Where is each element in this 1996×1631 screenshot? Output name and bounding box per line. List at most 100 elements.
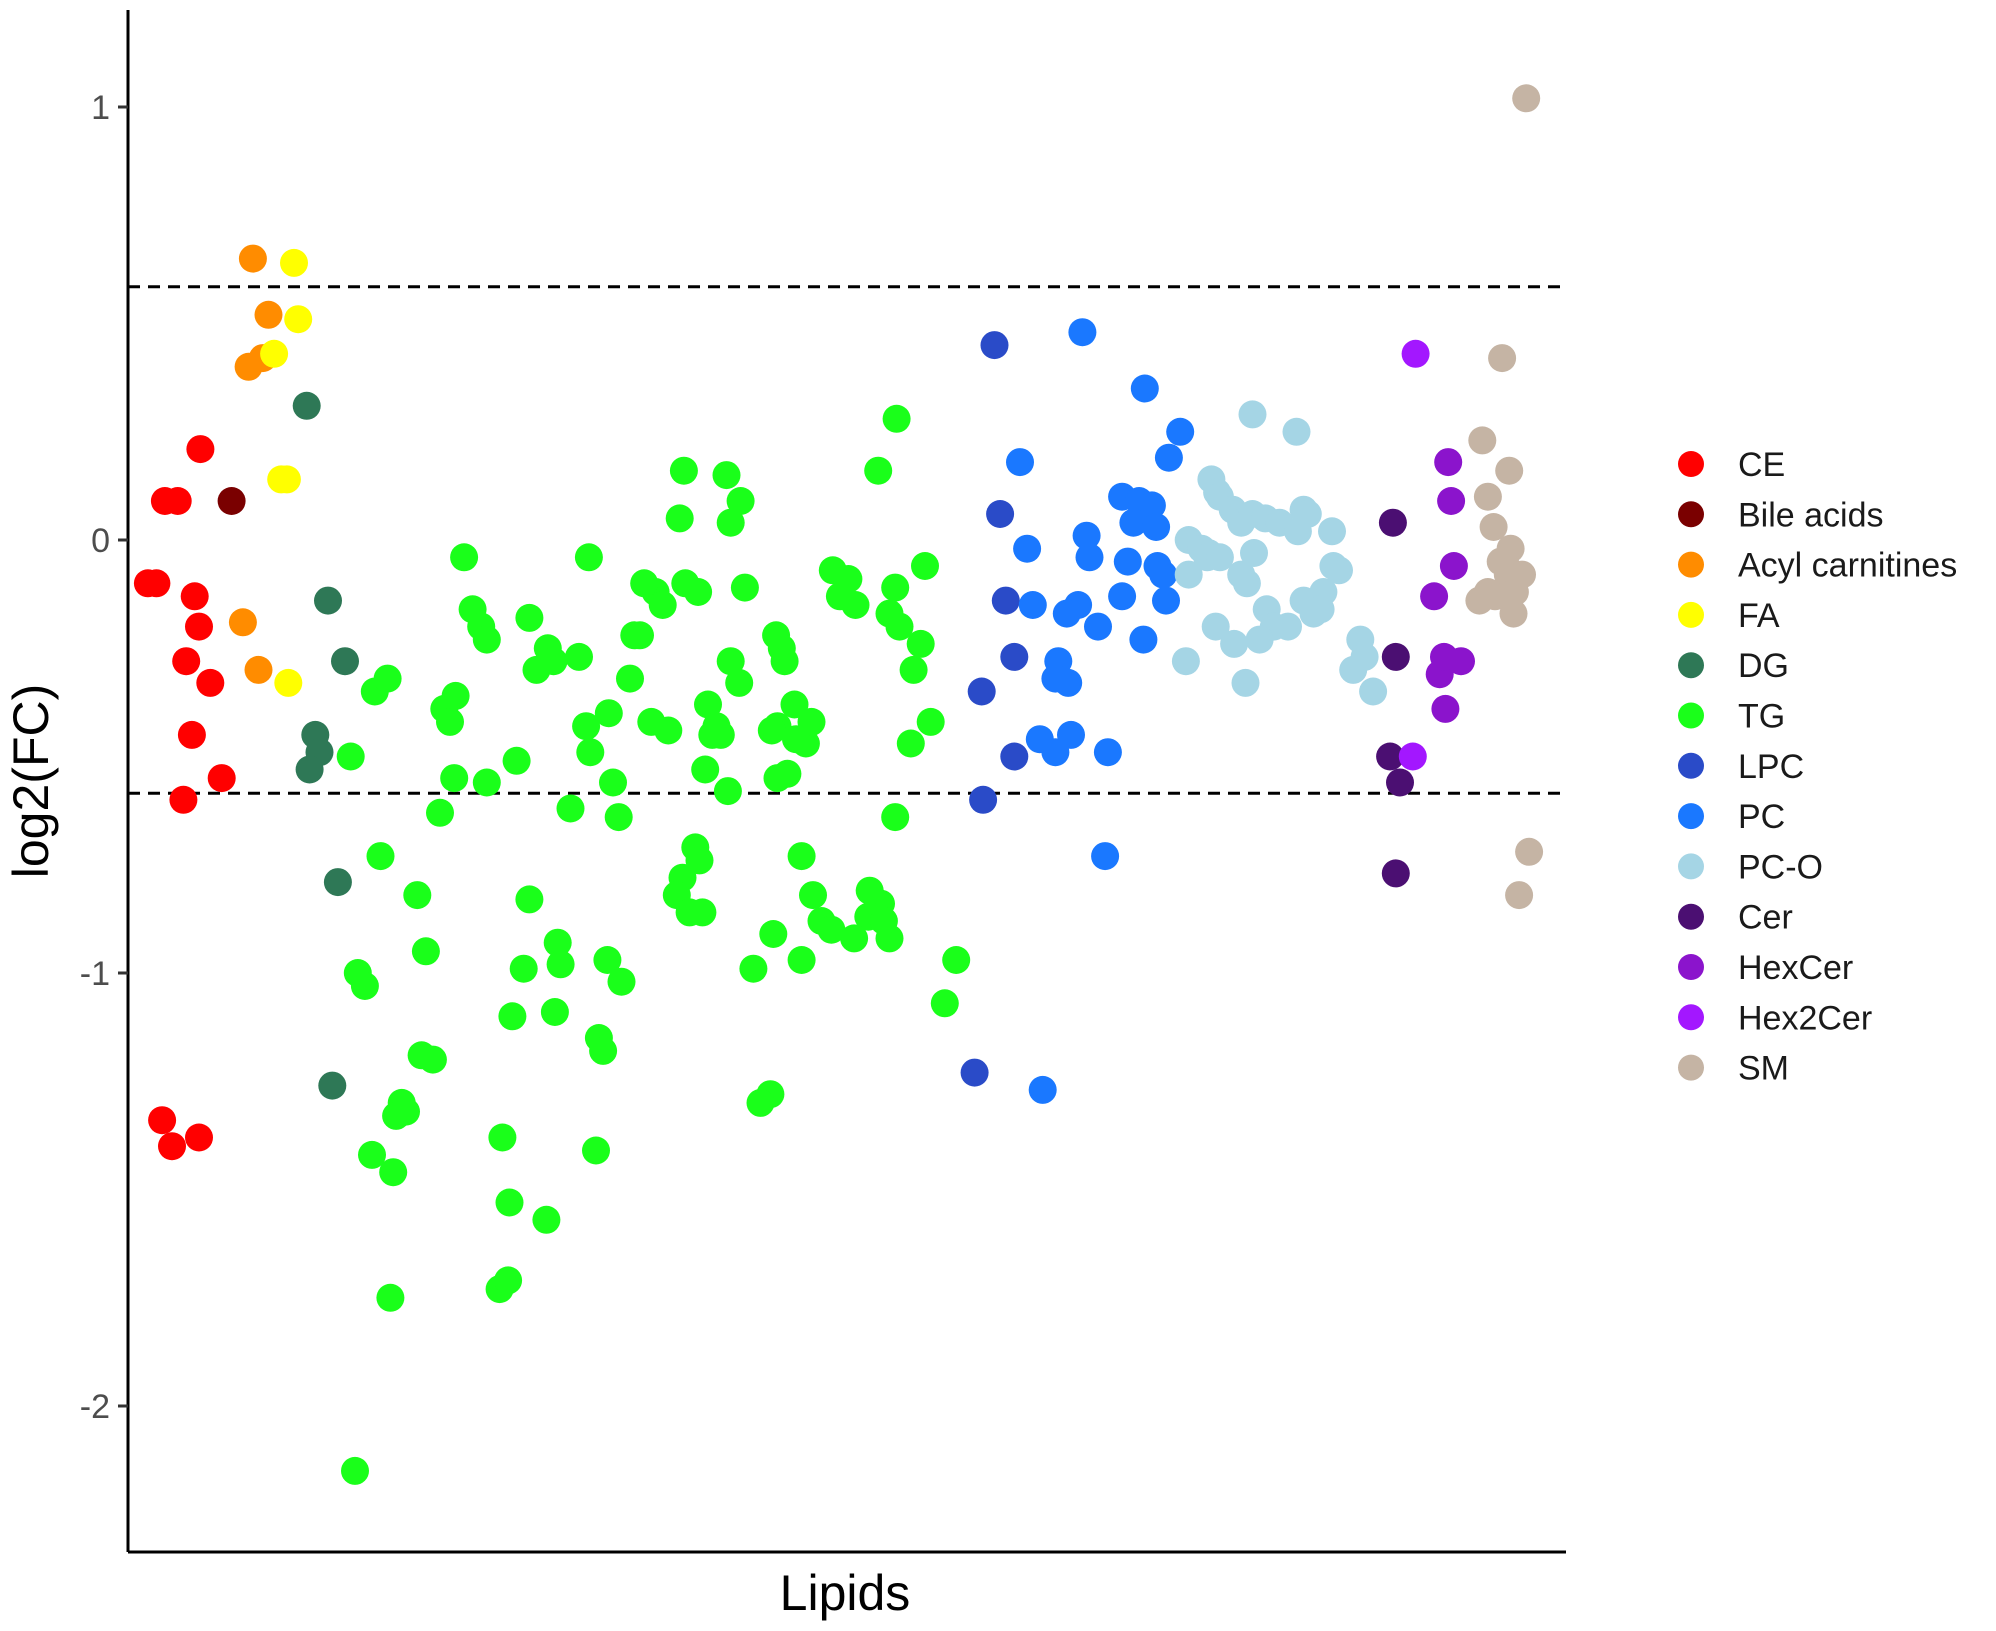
- point-tg: [539, 647, 568, 676]
- point-ce: [196, 668, 225, 697]
- point-tg: [834, 565, 863, 593]
- point-hexcer: [1437, 487, 1466, 515]
- point-sm: [1505, 881, 1534, 910]
- legend-label-acyl-carnitines: Acyl carnitines: [1738, 547, 1957, 585]
- point-pc-o: [1201, 612, 1230, 641]
- point-tg: [450, 543, 479, 572]
- point-tg: [713, 777, 742, 806]
- point-ce: [207, 764, 236, 793]
- point-fa: [274, 668, 303, 697]
- legend-label-pc: PC: [1738, 798, 1785, 836]
- legend-marker-lpc: [1678, 752, 1704, 779]
- point-tg: [392, 1097, 420, 1126]
- point-tg: [725, 668, 754, 697]
- point-pc-o: [1240, 539, 1268, 567]
- legend-label-ce: CE: [1738, 446, 1785, 484]
- point-tg: [358, 1140, 386, 1169]
- point-tg: [787, 946, 816, 974]
- point-pc-o: [1283, 517, 1312, 546]
- x-axis-title: Lipids: [780, 1565, 911, 1621]
- point-tg: [582, 1136, 610, 1165]
- point-pc-o: [1205, 543, 1234, 572]
- point-tg: [341, 1456, 369, 1485]
- point-tg: [864, 456, 893, 485]
- point-acyl-carnitines: [228, 608, 257, 637]
- point-tg: [502, 746, 531, 775]
- point-ce: [169, 785, 198, 814]
- point-tg: [782, 725, 810, 754]
- point-pc: [1166, 417, 1195, 446]
- point-tg: [817, 915, 846, 944]
- point-cer: [1381, 642, 1410, 671]
- legend-marker-ce: [1678, 451, 1704, 477]
- point-tg: [899, 655, 928, 684]
- point-pc: [1091, 842, 1120, 871]
- point-tg: [441, 681, 470, 710]
- point-tg: [532, 1205, 561, 1234]
- point-tg: [607, 967, 636, 996]
- point-ce: [185, 612, 213, 641]
- point-pc-o: [1171, 647, 1200, 676]
- point-tg: [418, 1045, 447, 1074]
- legend-label-dg: DG: [1738, 647, 1789, 685]
- point-tg: [688, 898, 717, 927]
- point-pc: [1028, 1075, 1057, 1104]
- point-tg: [648, 591, 677, 619]
- point-tg: [495, 1188, 524, 1217]
- point-ce: [180, 582, 209, 611]
- point-tg: [630, 569, 659, 598]
- point-tg: [780, 690, 809, 719]
- point-acyl-carnitines: [238, 244, 267, 273]
- legend-marker-fa: [1678, 601, 1704, 628]
- point-ce: [158, 1132, 186, 1161]
- point-tg: [426, 798, 454, 827]
- point-pc: [1137, 491, 1166, 520]
- point-pc-o: [1274, 612, 1302, 641]
- point-tg: [594, 699, 623, 728]
- point-sm: [1465, 586, 1494, 615]
- point-tg: [759, 920, 788, 948]
- point-tg: [787, 842, 816, 871]
- point-tg: [706, 720, 735, 749]
- point-tg: [665, 504, 694, 533]
- point-tg: [494, 1266, 523, 1295]
- point-tg: [930, 989, 959, 1018]
- legend-label-hex2cer: Hex2Cer: [1738, 999, 1872, 1037]
- legend-marker-acyl-carnitines: [1678, 551, 1704, 578]
- point-dg: [323, 868, 352, 897]
- point-dg: [292, 391, 321, 420]
- point-ce: [142, 569, 171, 598]
- legend-marker-hex2cer: [1678, 1004, 1704, 1031]
- point-tg: [841, 591, 870, 619]
- point-cer: [1378, 508, 1407, 537]
- point-tg: [896, 729, 925, 758]
- point-hexcer: [1431, 694, 1460, 723]
- point-pc-o: [1325, 556, 1353, 585]
- point-pc-o: [1232, 569, 1261, 598]
- legend-label-lpc: LPC: [1738, 748, 1804, 786]
- point-tg: [712, 461, 741, 490]
- point-hex2cer: [1398, 742, 1427, 771]
- point-tg: [379, 1158, 408, 1187]
- point-tg: [840, 924, 869, 953]
- point-tg: [770, 647, 799, 676]
- point-tg: [572, 712, 601, 741]
- point-sm: [1515, 837, 1544, 866]
- point-tg: [882, 404, 911, 433]
- point-sm: [1468, 426, 1497, 455]
- point-tg: [472, 768, 501, 797]
- point-tg: [403, 881, 432, 910]
- point-tg: [488, 1123, 517, 1152]
- point-tg: [716, 508, 745, 537]
- point-sm: [1499, 599, 1528, 628]
- point-sm: [1488, 344, 1517, 373]
- point-ce: [177, 720, 206, 749]
- point-pc-o: [1339, 655, 1368, 684]
- point-pc-o: [1306, 595, 1335, 624]
- point-sm: [1479, 513, 1508, 541]
- legend-marker-pc-o: [1678, 853, 1704, 880]
- point-tg: [757, 716, 786, 745]
- y-axis-title: log2(FC): [3, 684, 59, 878]
- point-tg: [626, 621, 654, 650]
- point-tg: [685, 846, 714, 875]
